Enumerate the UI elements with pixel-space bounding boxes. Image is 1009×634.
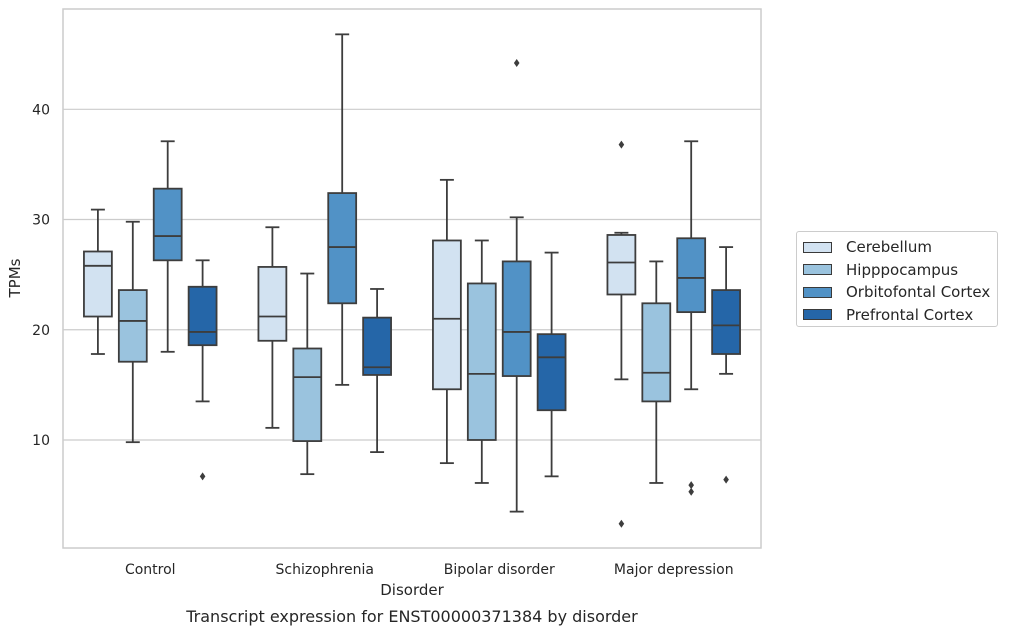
box-iqr — [292, 347, 323, 442]
legend-item-orbitofrontal-cortex: Orbitofontal Cortex — [803, 281, 997, 304]
box-iqr — [152, 187, 183, 262]
box-iqr — [466, 282, 497, 441]
outlier-point — [688, 481, 694, 490]
box-iqr — [432, 239, 462, 391]
box-cerebellum-bipolar-disorder — [432, 178, 462, 465]
legend-label-prefrontal-cortex: Prefrontal Cortex — [846, 305, 974, 324]
x-tick-label-bipolar-disorder: Bipolar disorder — [444, 562, 555, 578]
outlier-point — [723, 475, 729, 484]
y-tick-label-10: 10 — [32, 433, 50, 449]
y-axis-label: TPMs — [6, 258, 24, 298]
box-iqr — [536, 333, 567, 412]
legend-swatch-prefrontal-cortex — [803, 309, 832, 321]
box-orbitofontal-cortex-control — [152, 140, 183, 353]
legend-swatch-cerebellum — [803, 241, 832, 253]
x-tick-label-control: Control — [125, 562, 176, 578]
box-cerebellum-schizophrenia — [257, 226, 288, 429]
box-iqr — [117, 289, 148, 363]
outlier-point — [618, 519, 625, 528]
box-iqr — [711, 289, 741, 355]
box-cerebellum-major-depression — [606, 140, 637, 528]
box-iqr — [362, 316, 392, 376]
legend-item-cerebellum: Cerebellum — [803, 236, 997, 259]
y-tick-label-30: 30 — [32, 213, 50, 229]
box-orbitofontal-cortex-schizophrenia — [327, 33, 358, 386]
box-prefrontal-cortex-bipolar-disorder — [536, 251, 567, 478]
box-prefrontal-cortex-control — [187, 259, 218, 481]
y-tick-labels: 10 20 30 40 — [32, 102, 50, 449]
legend-swatch-orbitofrontal-cortex — [803, 286, 832, 298]
box-iqr — [641, 302, 672, 403]
box-groups — [83, 33, 741, 528]
series-cerebellum — [83, 140, 637, 528]
x-tick-labels: Control Schizophrenia Bipolar disorder Majo… — [125, 562, 734, 578]
outlier-point — [618, 140, 625, 149]
box-orbitofontal-cortex-bipolar-disorder — [501, 59, 532, 513]
legend-label-cerebellum: Cerebellum — [846, 238, 932, 257]
box-hipppocampus-bipolar-disorder — [466, 239, 497, 484]
box-hipppocampus-major-depression — [641, 260, 672, 484]
y-tick-label-40: 40 — [32, 102, 50, 118]
outlier-point — [199, 472, 206, 481]
series-hipppocampus — [117, 220, 672, 484]
legend-swatch-hippocampus — [803, 264, 832, 276]
box-prefrontal-cortex-schizophrenia — [362, 288, 392, 454]
box-orbitofontal-cortex-major-depression — [676, 140, 707, 496]
y-tick-label-20: 20 — [32, 323, 50, 339]
box-iqr — [501, 260, 532, 377]
plot-area-frame — [62, 8, 762, 549]
outlier-point — [688, 487, 694, 496]
legend-item-prefrontal-cortex: Prefrontal Cortex — [803, 304, 997, 327]
box-iqr — [257, 266, 288, 342]
box-iqr — [676, 237, 707, 314]
legend-label-hippocampus: Hipppocampus — [846, 260, 959, 279]
box-cerebellum-control — [83, 208, 113, 355]
series-prefrontal-cortex — [187, 246, 741, 484]
outlier-point — [513, 59, 520, 68]
x-axis-label: Disorder — [380, 581, 444, 599]
box-iqr — [606, 234, 637, 296]
box-iqr — [83, 250, 113, 318]
series-orbitofontal-cortex — [152, 33, 707, 513]
box-hipppocampus-schizophrenia — [292, 272, 323, 476]
legend-item-hippocampus: Hipppocampus — [803, 259, 997, 282]
legend-label-orbitofrontal-cortex: Orbitofontal Cortex — [846, 283, 991, 302]
box-iqr — [327, 192, 358, 305]
box-prefrontal-cortex-major-depression — [711, 246, 741, 484]
x-tick-label-schizophrenia: Schizophrenia — [276, 562, 374, 578]
box-hipppocampus-control — [117, 220, 148, 444]
x-tick-label-major-depression: Major depression — [614, 562, 734, 578]
box-iqr — [187, 285, 218, 347]
legend: Cerebellum Hipppocampus Orbitofontal Cor… — [796, 231, 998, 327]
chart-title: Transcript expression for ENST0000037138… — [185, 607, 638, 626]
